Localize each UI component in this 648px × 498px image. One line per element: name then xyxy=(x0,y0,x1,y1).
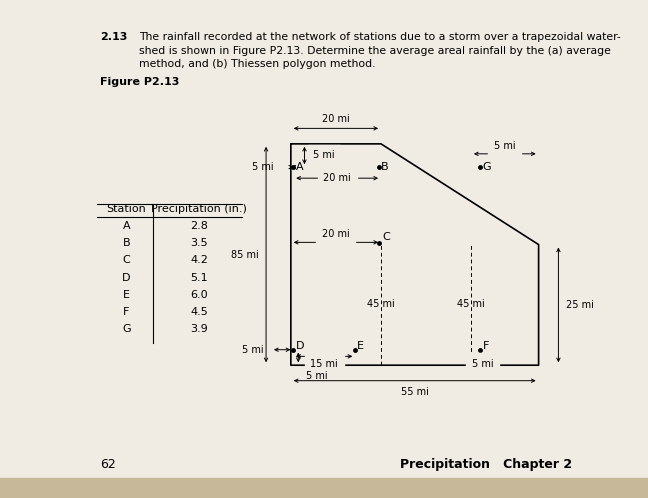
Text: E: E xyxy=(123,290,130,300)
Text: G: G xyxy=(483,162,491,172)
Text: 15 mi: 15 mi xyxy=(310,359,338,369)
Text: A: A xyxy=(296,162,304,172)
Text: 4.2: 4.2 xyxy=(191,255,208,265)
Text: 55 mi: 55 mi xyxy=(400,387,429,397)
Text: Station: Station xyxy=(106,204,146,214)
Bar xyxy=(0,478,648,498)
Text: D: D xyxy=(122,272,131,283)
Text: 5.1: 5.1 xyxy=(191,272,208,283)
Text: B: B xyxy=(381,162,389,172)
Text: 2.8: 2.8 xyxy=(191,221,208,231)
Text: 20 mi: 20 mi xyxy=(321,230,349,240)
Text: 5 mi: 5 mi xyxy=(472,359,493,369)
Text: 4.5: 4.5 xyxy=(191,307,208,317)
Text: 5 mi: 5 mi xyxy=(494,141,515,151)
Text: 45 mi: 45 mi xyxy=(457,299,485,309)
Text: G: G xyxy=(122,324,131,334)
Text: 85 mi: 85 mi xyxy=(231,249,259,259)
Text: 3.5: 3.5 xyxy=(191,238,208,249)
Text: 62: 62 xyxy=(100,458,116,471)
Text: 5 mi: 5 mi xyxy=(252,162,273,172)
Text: A: A xyxy=(122,221,130,231)
Text: B: B xyxy=(122,238,130,249)
Text: 5 mi: 5 mi xyxy=(242,345,264,355)
Text: 20 mi: 20 mi xyxy=(323,173,351,183)
Text: F: F xyxy=(123,307,130,317)
Text: 5 mi: 5 mi xyxy=(313,150,335,160)
Text: 6.0: 6.0 xyxy=(191,290,208,300)
Text: 45 mi: 45 mi xyxy=(367,299,395,309)
Text: E: E xyxy=(356,342,364,352)
Text: Precipitation (in.): Precipitation (in.) xyxy=(152,204,247,214)
Text: Figure P2.13: Figure P2.13 xyxy=(100,77,179,87)
Text: D: D xyxy=(296,342,305,352)
Text: 20 mi: 20 mi xyxy=(322,114,350,124)
Text: F: F xyxy=(483,342,489,352)
Text: C: C xyxy=(382,233,389,243)
Text: 25 mi: 25 mi xyxy=(566,300,594,310)
Text: The rainfall recorded at the network of stations due to a storm over a trapezoid: The rainfall recorded at the network of … xyxy=(139,32,621,69)
Text: 5 mi: 5 mi xyxy=(306,372,327,381)
Text: C: C xyxy=(122,255,130,265)
Text: 3.9: 3.9 xyxy=(191,324,208,334)
Text: 2.13: 2.13 xyxy=(100,32,128,42)
Text: Precipitation   Chapter 2: Precipitation Chapter 2 xyxy=(400,458,572,471)
